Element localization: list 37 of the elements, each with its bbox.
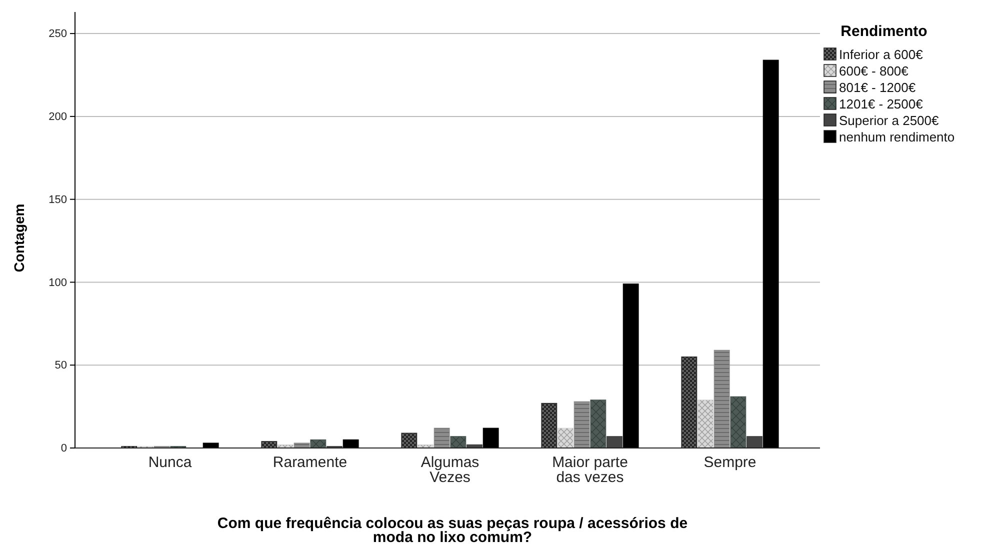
legend-label: 600€ - 800€: [839, 64, 910, 78]
legend-label: Inferior a 600€: [839, 47, 924, 62]
y-tick-label: 200: [48, 110, 67, 123]
bar: [450, 436, 466, 448]
bar: [434, 428, 450, 448]
legend-title: Rendimento: [840, 23, 928, 40]
bar: [590, 400, 606, 448]
x-axis-title: Com que frequência colocou as suas peças roupa / acessórios de moda no lixo comum?: [217, 515, 688, 545]
x-tick-label: Algumas Vezes: [420, 454, 480, 486]
bar: [730, 396, 746, 448]
bar: [574, 401, 590, 448]
x-tick-label: Maior parte das vezes: [552, 454, 628, 486]
bar: [202, 442, 219, 448]
y-tick-label: 150: [48, 194, 67, 206]
x-tick-label: Sempre: [704, 454, 756, 471]
bar: [762, 60, 779, 448]
bar: [482, 428, 499, 448]
y-tick-label: 0: [60, 442, 67, 455]
y-tick-label: 50: [54, 360, 67, 372]
bar: [310, 439, 326, 448]
y-tick-label: 250: [48, 28, 67, 40]
bar: [746, 436, 762, 448]
bar: [698, 400, 714, 448]
legend-label: 1201€ - 2500€: [839, 96, 924, 112]
bar: [606, 436, 622, 448]
bar: [342, 439, 359, 448]
bar: [622, 284, 639, 448]
legend-label: Superior a 2500€: [839, 113, 940, 128]
y-tick-label: 100: [48, 276, 67, 289]
x-tick-label: Raramente: [272, 454, 348, 471]
bar: [714, 350, 730, 448]
x-tick-label: Nunca: [148, 454, 192, 471]
y-axis-title: Contagem: [11, 204, 27, 272]
legend-label: 801€ - 1200€: [839, 80, 916, 95]
legend-label: nenhum rendimento: [839, 130, 955, 144]
bar: [558, 428, 574, 448]
bar: [294, 442, 310, 448]
